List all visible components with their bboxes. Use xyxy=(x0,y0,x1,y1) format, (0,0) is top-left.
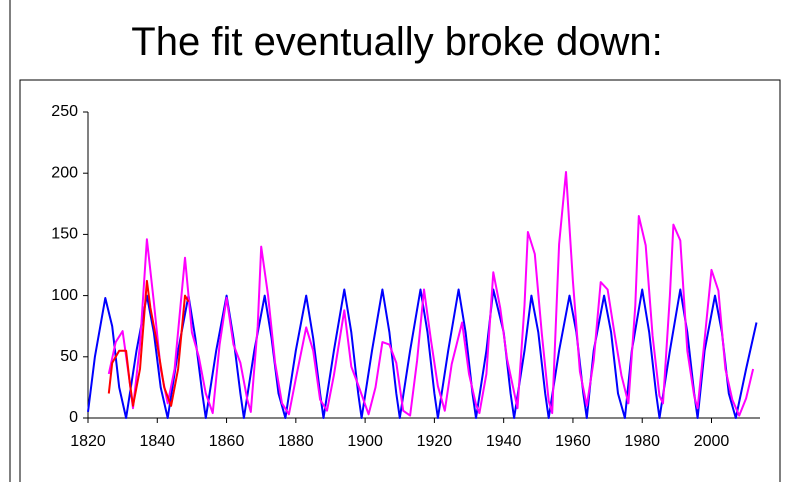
y-tick-label: 100 xyxy=(51,287,78,304)
x-tick-label: 1940 xyxy=(486,433,522,450)
x-tick-label: 2000 xyxy=(694,433,730,450)
x-tick-label: 1820 xyxy=(70,433,106,450)
x-tick-label: 1860 xyxy=(209,433,245,450)
chart-frame xyxy=(19,79,781,482)
x-tick-label: 1840 xyxy=(139,433,175,450)
y-tick-label: 250 xyxy=(51,103,78,120)
x-tick-label: 1980 xyxy=(624,433,660,450)
y-tick-label: 0 xyxy=(69,409,78,426)
y-tick-label: 50 xyxy=(60,348,78,365)
x-tick-label: 1960 xyxy=(555,433,591,450)
y-tick-label: 150 xyxy=(51,226,78,243)
chart-title: The fit eventually broke down: xyxy=(131,20,662,64)
series-line xyxy=(107,171,755,417)
series-line xyxy=(87,288,758,419)
x-tick-label: 1880 xyxy=(278,433,314,450)
x-tick-label: 1920 xyxy=(417,433,453,450)
series-line xyxy=(107,279,190,407)
x-tick-label: 1900 xyxy=(347,433,383,450)
y-tick-label: 200 xyxy=(51,164,78,181)
